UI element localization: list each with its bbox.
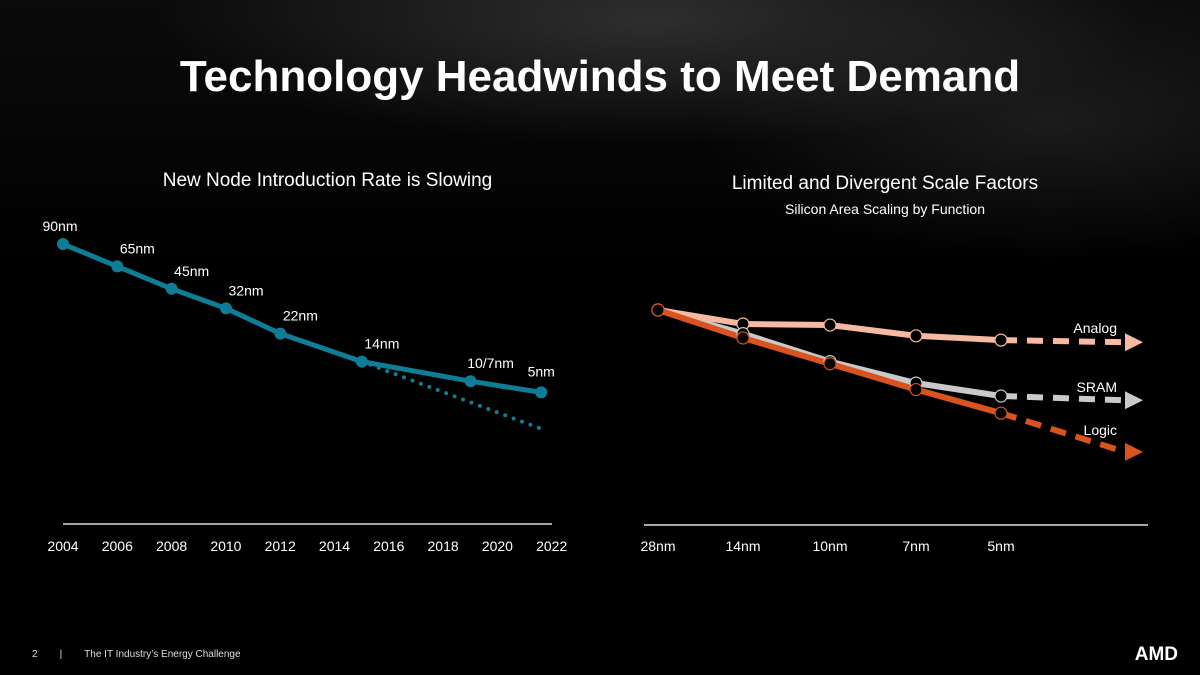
- arrow-head: [1125, 442, 1143, 461]
- data-point: [736, 331, 750, 345]
- projection-dashed-line: [1000, 393, 1126, 404]
- footer: 2 | The IT Industry’s Energy Challenge: [32, 649, 263, 660]
- data-point: [994, 389, 1008, 403]
- projection-dashed-line: [1000, 337, 1126, 346]
- x-tick-label: 14nm: [725, 538, 760, 554]
- amd-logo: AMD: [1134, 644, 1178, 665]
- arrow-head: [1125, 391, 1143, 410]
- data-point: [909, 382, 923, 397]
- data-label: 32nm: [229, 282, 264, 298]
- x-tick-label: 2012: [265, 538, 296, 554]
- right-chart-subtitle: Silicon Area Scaling by Function: [785, 201, 985, 217]
- x-tick-label: 28nm: [640, 538, 675, 554]
- data-point: [651, 303, 665, 317]
- data-point: [464, 375, 477, 388]
- data-point: [355, 355, 368, 368]
- arrow-head: [1125, 333, 1143, 352]
- trend-dotted-line: [359, 359, 544, 431]
- x-tick-label: 2014: [319, 538, 350, 554]
- data-point: [535, 386, 548, 399]
- x-tick-label: 2010: [210, 538, 241, 554]
- page-number: 2: [32, 649, 38, 660]
- node-line: [62, 241, 542, 395]
- series-label: Analog: [1073, 320, 1117, 336]
- data-point: [909, 329, 923, 343]
- data-point: [57, 238, 69, 250]
- x-tick-label: 2022: [536, 538, 567, 554]
- x-tick-label: 2008: [156, 538, 187, 554]
- data-point: [111, 260, 124, 273]
- footer-text: The IT Industry’s Energy Challenge: [84, 649, 241, 660]
- data-point: [220, 302, 233, 315]
- x-tick-label: 2018: [428, 538, 459, 554]
- left-chart-title: New Node Introduction Rate is Slowing: [162, 170, 493, 191]
- data-label: 14nm: [364, 336, 399, 352]
- data-point: [823, 357, 837, 371]
- x-tick-label: 5nm: [987, 538, 1014, 554]
- x-tick-label: 2020: [482, 538, 513, 554]
- series-label: Logic: [1084, 422, 1117, 438]
- series-label: SRAM: [1077, 379, 1117, 395]
- x-tick-label: 10nm: [812, 538, 847, 554]
- footer-separator: |: [59, 649, 63, 660]
- data-point: [823, 318, 837, 332]
- slide-title: Technology Headwinds to Meet Demand: [179, 52, 1021, 101]
- data-label: 65nm: [120, 240, 155, 256]
- data-label: 10/7nm: [467, 355, 514, 371]
- data-label: 90nm: [42, 218, 77, 234]
- data-point: [274, 327, 287, 340]
- data-point: [994, 333, 1008, 347]
- data-label: 45nm: [174, 263, 209, 279]
- data-label: 5nm: [528, 363, 555, 379]
- projection-dashed-line: [1000, 410, 1126, 455]
- right-chart-title: Limited and Divergent Scale Factors: [731, 173, 1039, 194]
- data-point: [994, 406, 1008, 420]
- x-tick-label: 7nm: [902, 538, 929, 554]
- x-tick-label: 2004: [47, 538, 78, 554]
- x-tick-label: 2016: [373, 538, 404, 554]
- data-point: [165, 282, 178, 295]
- x-tick-label: 2006: [102, 538, 133, 554]
- data-label: 22nm: [283, 308, 318, 324]
